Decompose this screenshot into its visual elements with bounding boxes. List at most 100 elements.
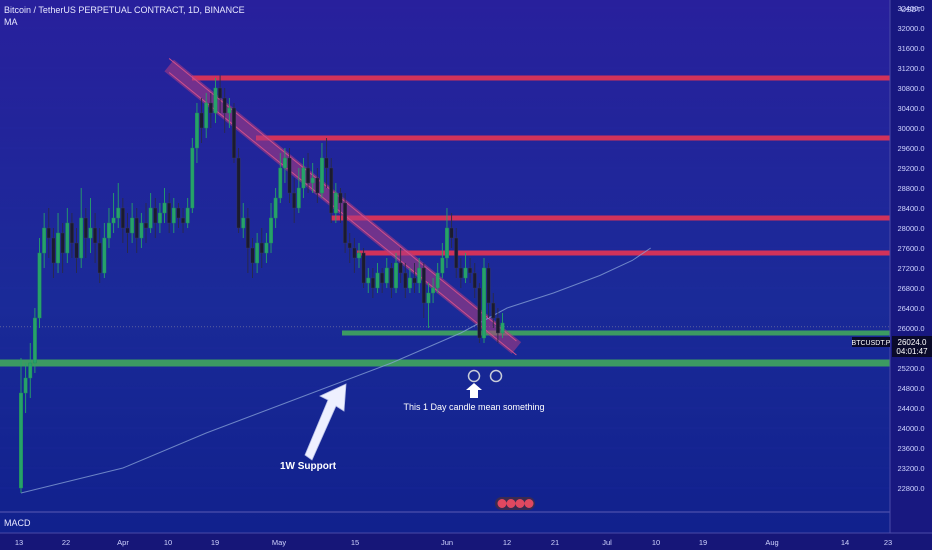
resistance-level[interactable] xyxy=(256,135,890,141)
candle xyxy=(23,363,28,413)
resistance-level[interactable] xyxy=(357,250,890,256)
candle xyxy=(366,268,371,293)
time-axis[interactable]: 13 22 Apr 10 19 May 15 Jun 12 21 Jul 10 19 Aug 14 23 xyxy=(15,538,892,547)
candle xyxy=(449,213,454,248)
support-level[interactable] xyxy=(342,330,890,336)
candle-body xyxy=(245,217,250,249)
candle-body xyxy=(144,222,148,229)
trendline-edge xyxy=(168,72,517,356)
resistance-level[interactable] xyxy=(331,215,890,221)
candle-body xyxy=(93,227,97,244)
candle-body xyxy=(352,247,357,259)
candle-body xyxy=(218,87,222,99)
descending-trendline[interactable] xyxy=(164,59,522,354)
price-tick-label: 30000.0 xyxy=(897,124,924,133)
candle-body xyxy=(495,317,500,334)
candle xyxy=(167,193,172,233)
events-badge[interactable] xyxy=(495,497,535,510)
candle-body xyxy=(486,267,491,304)
candle-body xyxy=(431,287,435,294)
candle-body xyxy=(65,222,70,254)
candle xyxy=(435,263,440,293)
price-tick-label: 28000.0 xyxy=(897,224,924,233)
candle xyxy=(310,163,315,193)
candle-body xyxy=(357,252,361,259)
price-tick-label: 29200.0 xyxy=(897,164,924,173)
time-tick-label: 23 xyxy=(884,538,892,547)
candle-body xyxy=(199,112,204,129)
candle xyxy=(162,188,167,223)
candle xyxy=(329,158,334,223)
candle xyxy=(417,258,422,293)
time-tick-label: 13 xyxy=(15,538,23,547)
candle-body xyxy=(370,277,375,289)
candle xyxy=(259,228,264,268)
candle-body xyxy=(417,267,422,284)
candle-body xyxy=(116,207,121,219)
candle-body xyxy=(204,102,209,129)
candle xyxy=(93,213,97,263)
candle xyxy=(412,263,417,293)
candle-body xyxy=(463,267,468,279)
candle-body xyxy=(176,207,181,219)
candle-body xyxy=(403,272,408,289)
candle xyxy=(458,258,463,288)
candle xyxy=(116,183,121,228)
candle-body xyxy=(111,217,116,224)
indicator-label[interactable]: MA xyxy=(4,17,18,27)
candle-body xyxy=(227,107,232,114)
candle-body xyxy=(491,302,496,319)
candle xyxy=(421,263,426,318)
price-axis-panel xyxy=(890,0,932,533)
candle-body xyxy=(46,227,51,239)
candle xyxy=(426,283,431,328)
resistance-level[interactable] xyxy=(192,75,890,81)
candle xyxy=(111,193,116,233)
candle-body xyxy=(361,252,366,284)
candle xyxy=(306,153,310,193)
candle xyxy=(357,243,361,268)
candle xyxy=(153,198,158,238)
price-tick-label: 32000.0 xyxy=(897,24,924,33)
time-tick-label: 10 xyxy=(652,538,660,547)
candle-body xyxy=(37,252,42,319)
candle xyxy=(269,203,273,253)
candle xyxy=(245,208,250,273)
candle xyxy=(495,308,500,343)
candle-body xyxy=(236,157,241,229)
candle xyxy=(352,238,357,273)
price-tick-label: 26400.0 xyxy=(897,304,924,313)
candle-body xyxy=(74,242,79,259)
time-tick-label: 22 xyxy=(62,538,70,547)
candle xyxy=(273,188,278,228)
candle-body xyxy=(306,167,310,184)
price-tick-label: 29600.0 xyxy=(897,144,924,153)
candle-body xyxy=(185,207,190,224)
candle-body xyxy=(287,157,292,194)
trendline-layer[interactable] xyxy=(164,58,522,356)
candle-body xyxy=(273,197,278,219)
candle-body xyxy=(70,222,74,244)
moving-average-line xyxy=(20,247,651,494)
candle xyxy=(431,278,435,303)
price-tick-label: 31600.0 xyxy=(897,44,924,53)
candle-body xyxy=(445,227,449,259)
macd-label[interactable]: MACD xyxy=(4,518,31,528)
price-tick-label: 30400.0 xyxy=(897,104,924,113)
candle xyxy=(60,223,65,273)
candle-body xyxy=(472,272,477,289)
weekly-support-level[interactable] xyxy=(0,359,890,367)
candle xyxy=(79,188,84,268)
candle xyxy=(134,208,139,253)
candle xyxy=(37,238,42,328)
candle-body xyxy=(32,317,37,364)
candle xyxy=(148,193,153,233)
symbol-price-badge[interactable]: BTCUSDT.P 26024.0 04:01:47 xyxy=(852,336,932,357)
chart-title[interactable]: Bitcoin / TetherUS PERPETUAL CONTRACT, 1… xyxy=(4,5,245,15)
time-tick-label: 15 xyxy=(351,538,359,547)
candle-body xyxy=(213,87,218,114)
candle xyxy=(208,93,213,128)
price-tick-label: 30800.0 xyxy=(897,84,924,93)
